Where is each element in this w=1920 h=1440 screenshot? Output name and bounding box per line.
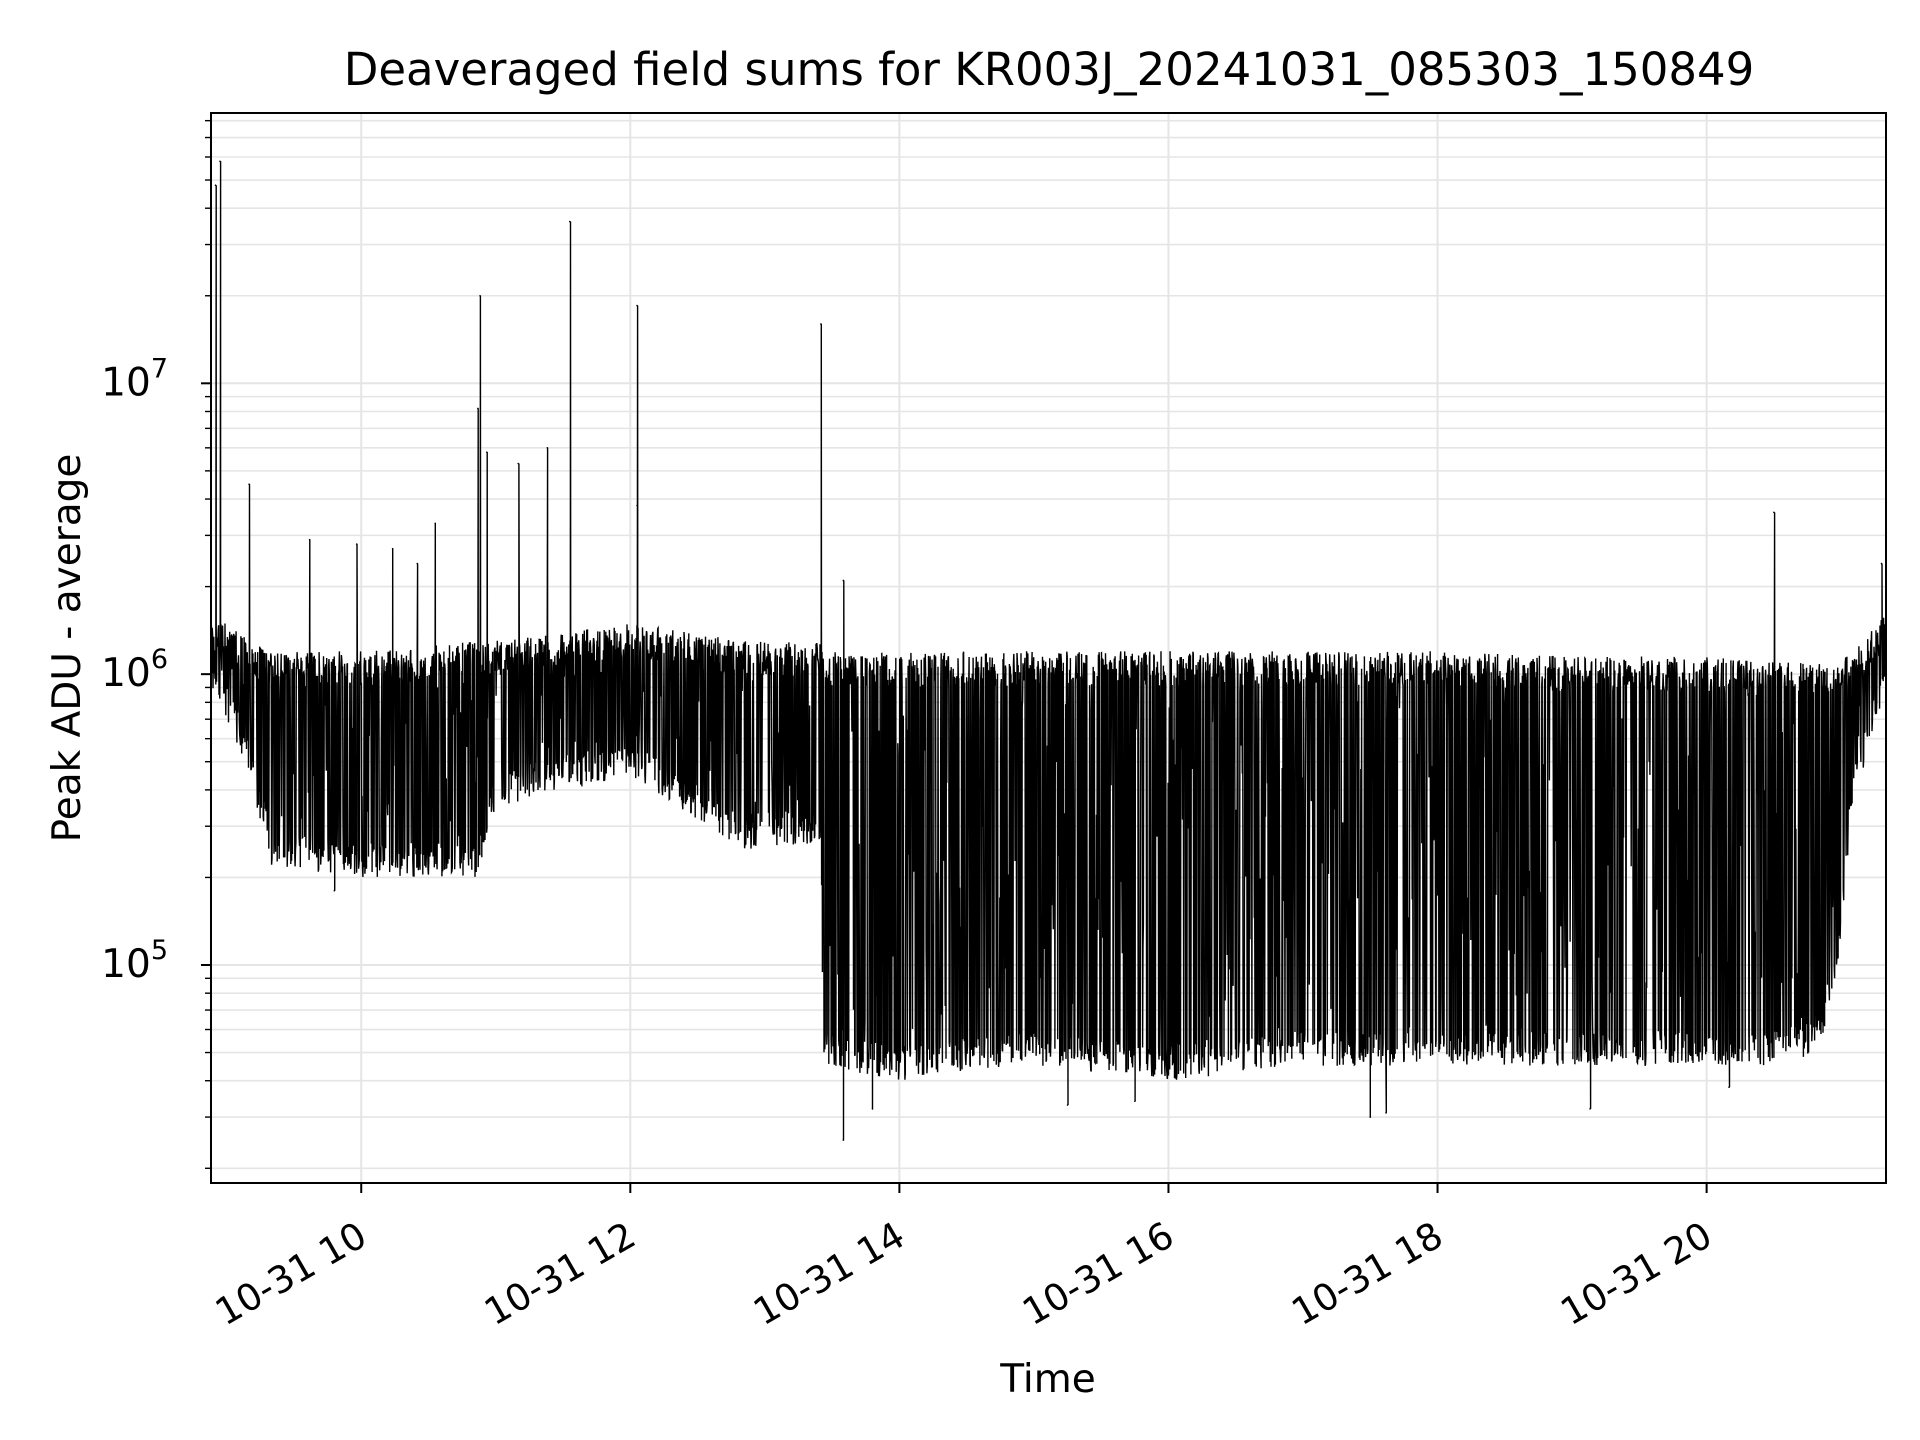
dip-point	[871, 1108, 874, 1110]
spike-point	[636, 304, 638, 307]
spike-point	[214, 184, 217, 186]
series-trace	[210, 161, 1887, 1141]
spike-point	[546, 447, 549, 449]
spike-point	[517, 462, 519, 465]
spike-point	[434, 522, 437, 525]
spike-point	[248, 483, 250, 485]
y-tick-label: 106	[101, 644, 168, 696]
dip-point	[842, 1139, 845, 1141]
y-tick-label: 105	[101, 935, 168, 987]
x-axis-label: Time	[999, 1357, 1095, 1402]
spike-point	[355, 543, 358, 545]
spike-point	[820, 323, 822, 325]
series-line	[210, 160, 1887, 1141]
y-tick-label: 107	[101, 353, 168, 405]
spike-point	[842, 579, 845, 582]
spike-point	[486, 451, 488, 453]
dip-point	[1369, 1116, 1372, 1118]
spike-point	[477, 407, 479, 410]
x-tick-label: 10-31 16	[1015, 1214, 1181, 1334]
x-axis: 10-31 10 10-31 12 10-31 14 10-31 16 10-31 18…	[208, 1183, 1719, 1334]
spike-point	[636, 504, 638, 507]
plot-frame	[210, 112, 1887, 1184]
x-tick-label: 10-31 18	[1284, 1214, 1450, 1334]
spike-point	[1773, 511, 1775, 514]
spike-point	[391, 547, 394, 550]
x-tick-label: 10-31 20	[1554, 1214, 1720, 1334]
dip-point	[1385, 1112, 1387, 1114]
dip-point	[333, 889, 336, 892]
spike-point	[1880, 562, 1883, 565]
dip-point	[1134, 1100, 1136, 1103]
spike-point	[568, 220, 571, 223]
x-tick-label: 10-31 14	[746, 1214, 912, 1334]
spike-point	[479, 294, 481, 297]
spike-point	[219, 160, 221, 163]
y-axis: 105 106 107	[101, 119, 211, 1169]
x-tick-label: 10-31 10	[208, 1214, 374, 1334]
dip-point	[1589, 1108, 1591, 1110]
dip-point	[1066, 1104, 1069, 1106]
dip-point	[1728, 1086, 1730, 1089]
chart-title: Deaveraged field sums for KR003J_2024103…	[344, 43, 1755, 96]
spike-point	[416, 562, 419, 565]
y-axis-label: Peak ADU - average	[45, 454, 90, 843]
spike-point	[308, 538, 311, 541]
x-tick-label: 10-31 12	[477, 1214, 643, 1334]
